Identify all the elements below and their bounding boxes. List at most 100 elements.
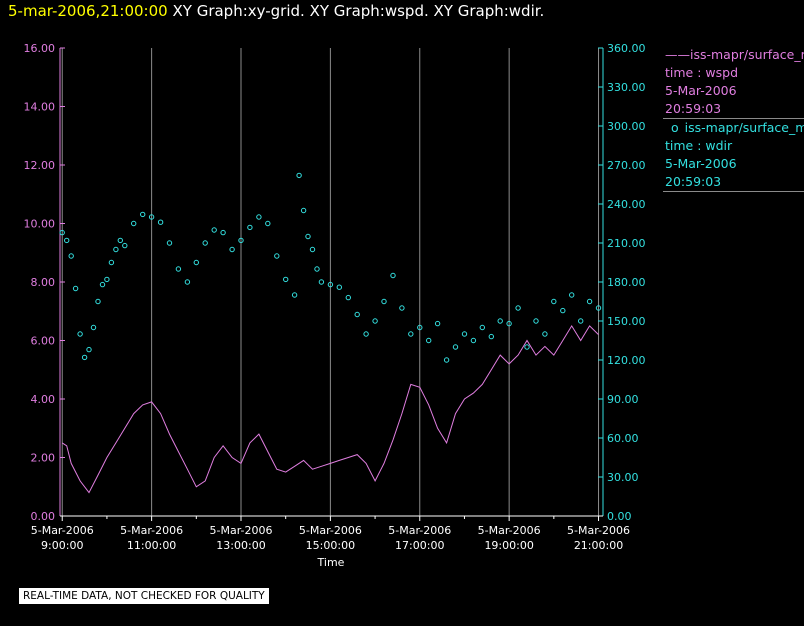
wdir-point <box>68 253 74 259</box>
left-axis-tick-label: 0.00 <box>31 510 56 523</box>
wdir-point <box>542 331 548 337</box>
right-axis-tick-label: 270.00 <box>607 159 646 172</box>
legend-item-wspd: ——iss-mapr/surface_met time : wspd 5-Mar… <box>663 46 804 118</box>
wdir-point <box>131 220 137 227</box>
right-axis-tick-label: 90.00 <box>607 393 639 406</box>
wdir-point <box>345 294 351 301</box>
legend-time: 20:59:03 <box>665 101 722 116</box>
wdir-point <box>256 214 262 220</box>
x-axis-label: Time <box>317 556 345 569</box>
legend-date: 5-Mar-2006 <box>665 83 737 98</box>
wdir-point <box>309 246 316 253</box>
right-axis-tick-label: 360.00 <box>607 42 646 55</box>
wdir-point <box>157 219 164 225</box>
wdir-point <box>470 337 477 344</box>
right-axis-tick-label: 240.00 <box>607 198 646 211</box>
wdir-point <box>417 324 423 331</box>
wdir-point <box>318 279 325 285</box>
right-axis-tick-label: 330.00 <box>607 81 646 94</box>
right-axis: 0.00 30.00 60.00 90.00 120.00 150.00 180.00 210… <box>598 42 646 523</box>
right-axis-tick-label: 60.00 <box>607 432 639 445</box>
wdir-point <box>238 237 244 244</box>
wdir-point <box>452 344 459 350</box>
left-axis-tick-label: 16.00 <box>24 42 56 55</box>
wdir-point <box>99 281 106 288</box>
wdir-point <box>274 253 280 259</box>
wdir-point <box>426 337 432 344</box>
title-timestamp: 5-mar-2006,21:00:00 <box>8 2 168 20</box>
wdir-point <box>122 242 128 249</box>
right-axis-tick-label: 210.00 <box>607 237 646 250</box>
wdir-point <box>77 331 83 337</box>
wdir-point <box>291 292 298 298</box>
x-axis-tick-time: 11:00:00 <box>127 539 176 552</box>
wdir-point <box>305 233 311 240</box>
legend-time: 20:59:03 <box>665 174 722 189</box>
wdir-point <box>551 298 557 305</box>
quality-disclaimer: REAL-TIME DATA, NOT CHECKED FOR QUALITY <box>19 588 269 604</box>
title-graphs: XY Graph:xy-grid. XY Graph:wspd. XY Grap… <box>172 2 545 20</box>
wdir-point <box>95 298 101 305</box>
wdir-point <box>247 224 253 231</box>
wdir-point <box>560 307 566 314</box>
wdir-point <box>211 227 217 233</box>
legend-circle-icon: o <box>671 120 679 135</box>
wdir-point <box>300 207 307 214</box>
wdir-point <box>363 331 369 337</box>
legend-source: iss-mapr/surface_met <box>690 47 804 62</box>
x-axis-tick-time: 19:00:00 <box>484 539 533 552</box>
legend-variable: time : wspd <box>665 65 739 80</box>
left-axis-tick-label: 4.00 <box>31 393 56 406</box>
wdir-point <box>314 266 320 272</box>
x-axis-tick-date: 5-Mar-2006 <box>567 524 630 537</box>
left-axis-tick-label: 8.00 <box>31 276 56 289</box>
x-axis-tick-date: 5-Mar-2006 <box>31 524 94 537</box>
wdir-point <box>479 324 485 331</box>
left-axis-tick-label: 2.00 <box>31 452 56 465</box>
wdir-point <box>117 237 124 244</box>
wdir-point <box>434 320 441 327</box>
wdir-point <box>81 354 88 361</box>
wdir-point <box>372 318 378 324</box>
x-axis: 5-Mar-2006 9:00:00 5-Mar-2006 11:00:00 5-Mar… <box>31 515 630 552</box>
wdir-point <box>515 305 521 311</box>
wdir-point <box>113 246 119 253</box>
x-axis-tick-time: 15:00:00 <box>306 539 355 552</box>
x-axis-tick-date: 5-Mar-2006 <box>388 524 451 537</box>
wdir-point <box>296 172 302 179</box>
wdir-point <box>108 259 115 266</box>
wdir-point <box>140 211 146 218</box>
wdir-point <box>578 318 584 324</box>
wdir-point <box>586 298 593 305</box>
x-axis-tick-time: 9:00:00 <box>41 539 83 552</box>
legend-date: 5-Mar-2006 <box>665 156 737 171</box>
wdir-point <box>283 276 289 283</box>
legend-divider <box>663 191 804 192</box>
wdir-point <box>381 298 387 305</box>
wdir-point <box>524 344 530 350</box>
wdir-point <box>90 324 97 331</box>
legend-source: iss-mapr/surface_met <box>684 120 804 135</box>
wdir-point <box>443 357 450 363</box>
series-wdir <box>59 172 602 363</box>
wdir-point <box>354 311 360 318</box>
wdir-point <box>265 220 271 227</box>
right-axis-tick-label: 30.00 <box>607 471 639 484</box>
wdir-point <box>488 333 494 340</box>
legend-variable: time : wdir <box>665 138 733 153</box>
wdir-point <box>595 305 602 311</box>
wdir-point <box>408 331 414 337</box>
wdir-point <box>229 246 235 253</box>
wdir-point <box>59 229 65 236</box>
left-axis-tick-label: 10.00 <box>24 218 56 231</box>
left-axis-tick-label: 14.00 <box>24 101 56 114</box>
x-axis-tick-time: 13:00:00 <box>216 539 265 552</box>
series-wspd <box>61 324 599 494</box>
x-axis-tick-time: 17:00:00 <box>395 539 444 552</box>
right-axis-tick-label: 150.00 <box>607 315 646 328</box>
legend-line-icon: —— <box>665 47 690 62</box>
wdir-point <box>327 281 334 288</box>
wdir-point <box>104 276 110 283</box>
wdir-point <box>72 285 79 292</box>
wdir-point <box>184 279 191 285</box>
